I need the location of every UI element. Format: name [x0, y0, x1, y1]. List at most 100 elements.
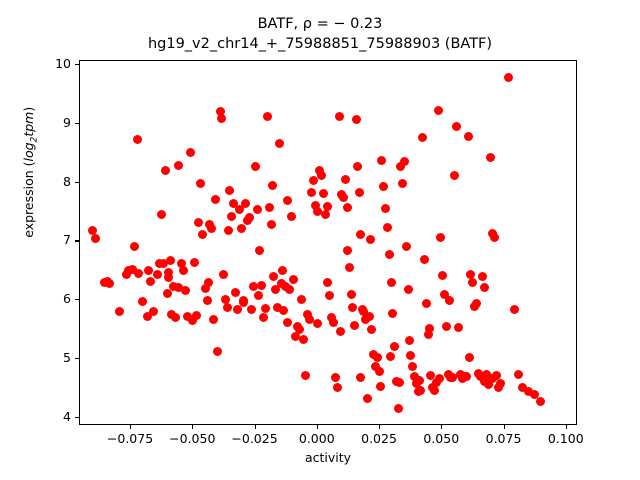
- data-point: [324, 291, 334, 301]
- data-point: [365, 234, 375, 244]
- data-point: [535, 396, 545, 406]
- data-point: [235, 204, 245, 214]
- data-point: [268, 272, 278, 282]
- data-point: [388, 308, 398, 318]
- data-point: [143, 266, 153, 276]
- data-point: [178, 266, 188, 276]
- y-tick-mark: [75, 240, 79, 242]
- x-tick-label: −0.050: [169, 431, 216, 446]
- x-tick-label: −0.075: [106, 431, 154, 446]
- data-point: [438, 271, 448, 281]
- y-tick-mark: [75, 416, 79, 418]
- data-point: [384, 249, 394, 259]
- data-point: [480, 282, 490, 292]
- data-point: [517, 382, 527, 392]
- data-point: [348, 302, 358, 312]
- data-point: [221, 294, 231, 304]
- data-point: [462, 372, 472, 382]
- data-point: [400, 157, 410, 166]
- data-point: [442, 321, 452, 331]
- data-point: [406, 350, 416, 360]
- chart-subtitle: hg19_v2_chr14_+_75988851_75988903 (BATF): [147, 36, 493, 52]
- data-point: [290, 332, 300, 342]
- data-point: [200, 283, 210, 293]
- data-point: [123, 266, 133, 276]
- data-point: [330, 373, 340, 383]
- data-point: [346, 289, 356, 299]
- data-point: [488, 228, 498, 238]
- data-point: [343, 246, 353, 256]
- data-point: [189, 258, 199, 268]
- chart-title-block: BATF, ρ = − 0.23 hg19_v2_chr14_+_7598885…: [0, 14, 640, 54]
- data-point: [215, 107, 225, 117]
- data-point: [424, 329, 434, 339]
- data-point: [513, 369, 523, 379]
- data-point: [370, 361, 380, 371]
- x-tick-label: 0.050: [423, 431, 460, 446]
- data-point: [284, 285, 294, 295]
- data-point: [492, 370, 502, 380]
- data-point: [90, 234, 100, 243]
- data-point: [510, 305, 519, 315]
- data-point: [238, 298, 248, 308]
- data-point: [385, 352, 395, 362]
- data-point: [229, 199, 239, 209]
- data-point: [308, 176, 318, 186]
- data-point: [223, 226, 233, 236]
- data-point: [298, 335, 308, 345]
- data-point: [227, 212, 237, 222]
- data-point: [233, 304, 243, 314]
- data-point: [395, 378, 405, 387]
- data-point: [355, 373, 365, 383]
- data-point: [436, 233, 446, 243]
- data-point: [282, 318, 292, 328]
- data-point: [402, 241, 412, 251]
- data-point: [241, 199, 251, 209]
- y-axis-label: expression (log2tpm): [21, 72, 40, 272]
- data-point: [164, 268, 174, 278]
- y-tick-label: 8: [63, 173, 71, 189]
- data-point: [300, 370, 310, 380]
- data-point: [380, 204, 390, 214]
- data-point: [283, 195, 293, 205]
- data-point: [318, 188, 328, 198]
- data-point: [87, 226, 97, 236]
- data-point: [418, 133, 428, 143]
- data-point: [306, 188, 316, 198]
- data-point: [148, 307, 158, 317]
- x-tick-mark: [503, 425, 505, 429]
- y-tick-mark: [75, 64, 79, 66]
- data-point: [213, 346, 223, 356]
- data-point: [398, 179, 408, 189]
- x-tick-mark: [316, 425, 318, 429]
- data-point: [478, 272, 488, 282]
- y-axis-label-text: expression (log2tpm): [20, 106, 40, 238]
- data-point: [274, 139, 284, 149]
- data-point: [174, 161, 184, 171]
- data-point: [207, 224, 217, 233]
- data-point: [366, 325, 376, 335]
- data-point: [288, 274, 298, 284]
- data-point: [351, 115, 361, 125]
- x-tick-mark: [565, 425, 567, 429]
- y-tick-label: 9: [63, 114, 71, 130]
- y-tick-label: 5: [63, 349, 71, 365]
- data-point: [328, 318, 338, 328]
- data-point: [476, 372, 486, 382]
- x-tick-label: 0.075: [485, 431, 522, 446]
- y-tick-label: 7: [63, 232, 71, 248]
- data-point: [163, 273, 173, 283]
- data-point: [342, 202, 352, 212]
- data-point: [425, 323, 435, 333]
- data-point: [472, 298, 482, 308]
- data-point: [450, 171, 460, 181]
- data-point: [231, 288, 241, 298]
- x-tick-label: 0.025: [361, 431, 397, 446]
- data-point: [156, 209, 166, 219]
- data-point: [316, 171, 326, 181]
- data-point: [132, 134, 142, 144]
- data-point: [354, 187, 364, 197]
- data-point: [278, 266, 288, 276]
- data-point: [376, 155, 386, 165]
